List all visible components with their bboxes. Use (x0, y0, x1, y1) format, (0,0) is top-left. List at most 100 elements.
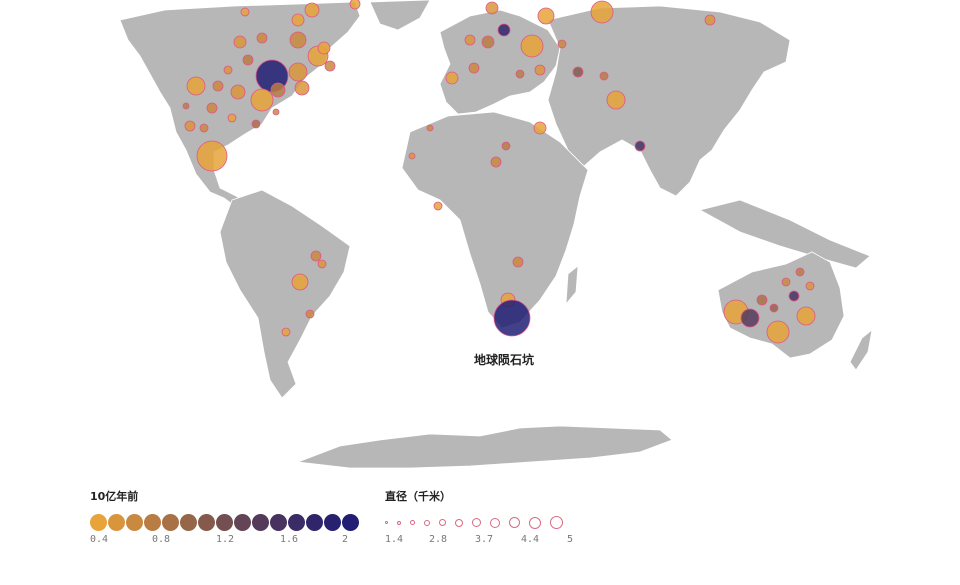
crater-marker (534, 64, 546, 76)
crater-marker (468, 62, 480, 74)
crater-marker (533, 121, 547, 135)
crater-marker (250, 88, 274, 112)
crater-marker (317, 259, 327, 269)
crater-marker (515, 69, 525, 79)
crater-marker (288, 62, 308, 82)
age-swatch (324, 514, 341, 531)
crater-marker (606, 90, 626, 110)
crater-marker (590, 0, 614, 24)
diameter-dot (529, 516, 541, 529)
crater-marker (756, 294, 768, 306)
crater-marker (481, 35, 495, 49)
age-swatch (108, 514, 125, 531)
crater-marker (497, 23, 511, 37)
diameter-legend-title: 直径（千米） (385, 490, 451, 503)
crater-marker (291, 13, 305, 27)
age-tick: 0.4 (90, 534, 109, 545)
crater-marker (512, 256, 524, 268)
age-tick: 1.2 (216, 534, 235, 545)
age-color-scale (90, 514, 360, 531)
diameter-dot (472, 518, 481, 527)
land-north-america (119, 1, 361, 211)
crater-marker (445, 71, 459, 85)
crater-marker (206, 102, 218, 114)
crater-marker (485, 1, 499, 15)
land-new-zealand (849, 329, 873, 371)
age-swatch (234, 514, 251, 531)
age-swatch (90, 514, 107, 531)
crater-marker (572, 66, 584, 78)
diameter-dot (550, 516, 563, 529)
age-swatch (342, 514, 359, 531)
age-swatch (252, 514, 269, 531)
land-madagascar (565, 265, 579, 306)
diameter-dot (410, 520, 415, 525)
crater-marker (796, 306, 816, 326)
diameter-legend-ticks: 1.4 2.8 3.7 4.4 5 (385, 534, 574, 548)
age-swatch (162, 514, 179, 531)
crater-marker (291, 273, 309, 291)
crater-marker (289, 31, 307, 49)
crater-marker (426, 124, 434, 132)
age-swatch (270, 514, 287, 531)
crater-marker (242, 54, 254, 66)
diameter-dot (424, 519, 430, 526)
crater-marker (766, 320, 790, 344)
crater-marker (788, 290, 800, 302)
age-tick: 1.6 (280, 534, 299, 545)
land-maritime-asia (698, 199, 871, 269)
age-legend: 10亿年前 0.4 0.8 1.2 1.6 2 (90, 488, 360, 548)
diameter-legend: 直径（千米） 1.4 2.8 3.7 4.4 5 (385, 488, 574, 548)
crater-marker (520, 34, 544, 58)
age-swatch (288, 514, 305, 531)
crater-marker (349, 0, 361, 10)
crater-marker (186, 76, 206, 96)
land-antarctica (297, 425, 673, 469)
diameter-tick: 5 (567, 534, 574, 545)
crater-marker (599, 71, 609, 81)
crater-marker (304, 2, 320, 18)
world-map (119, 0, 873, 469)
diameter-dot (385, 521, 388, 524)
land-asia (547, 5, 791, 197)
crater-marker (199, 123, 209, 133)
crater-marker (233, 35, 247, 49)
crater-marker (272, 108, 280, 116)
crater-marker (634, 140, 646, 152)
crater-marker (270, 82, 286, 98)
crater-marker (240, 7, 250, 17)
age-tick: 2 (342, 534, 349, 545)
crater-marker (227, 113, 237, 123)
crater-marker (212, 80, 224, 92)
crater-marker (704, 14, 716, 26)
diameter-size-scale (385, 514, 572, 531)
age-swatch (216, 514, 233, 531)
age-tick: 0.8 (152, 534, 171, 545)
crater-marker (740, 308, 760, 328)
crater-marker (230, 84, 246, 100)
diameter-tick: 1.4 (385, 534, 404, 545)
crater-marker (305, 309, 315, 319)
crater-marker (493, 299, 531, 337)
crater-marker (317, 41, 331, 55)
crater-marker (324, 60, 336, 72)
crater-marker (805, 281, 815, 291)
crater-marker (464, 34, 476, 46)
land-greenland (369, 0, 431, 31)
age-swatch (198, 514, 215, 531)
crater-marker (537, 7, 555, 25)
crater-marker (310, 250, 322, 262)
crater-marker (490, 156, 502, 168)
diameter-dot (509, 517, 520, 528)
crater-marker (182, 102, 190, 110)
crater-markers (182, 0, 816, 344)
age-legend-ticks: 0.4 0.8 1.2 1.6 2 (90, 534, 360, 548)
crater-marker (281, 327, 291, 337)
land-africa (401, 111, 589, 329)
age-swatch (306, 514, 323, 531)
crater-marker (433, 201, 443, 211)
crater-marker (184, 120, 196, 132)
crater-marker (256, 32, 268, 44)
crater-marker (501, 141, 511, 151)
